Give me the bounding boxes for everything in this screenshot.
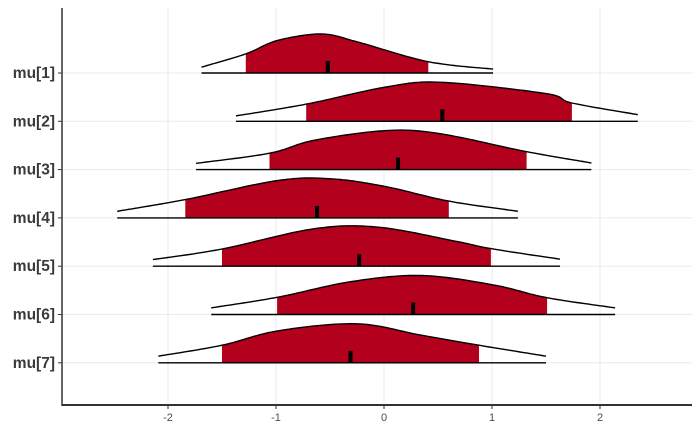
y-tick-label: mu[6] xyxy=(13,307,55,324)
median-marker xyxy=(315,205,320,218)
median-marker xyxy=(348,350,353,363)
y-tick-label: mu[4] xyxy=(13,210,55,227)
ridge-mu4 xyxy=(117,177,519,219)
y-tick-label: mu[7] xyxy=(13,355,55,372)
interval-area xyxy=(245,34,429,73)
y-tick-label: mu[1] xyxy=(13,65,55,82)
ridge-mu6 xyxy=(211,274,616,316)
interval-area xyxy=(269,130,527,170)
median-marker xyxy=(357,254,362,267)
interval-area xyxy=(185,178,449,218)
interval-area xyxy=(306,82,572,122)
x-tick-label: 2 xyxy=(597,412,603,424)
median-marker xyxy=(325,61,330,73)
density-curve xyxy=(117,177,519,212)
ridge-mu7 xyxy=(158,323,547,364)
interval-area xyxy=(222,225,491,267)
interval-area xyxy=(277,275,548,315)
ridge-mu5 xyxy=(152,225,561,267)
y-tick-label: mu[3] xyxy=(13,162,55,179)
x-tick-label: 1 xyxy=(489,412,495,424)
y-tick-label: mu[5] xyxy=(13,258,55,275)
density-curve xyxy=(195,129,592,165)
x-tick-label: -1 xyxy=(271,412,281,424)
interval-area xyxy=(222,323,479,363)
ridge-mu1 xyxy=(201,33,494,74)
density-curve xyxy=(152,225,561,261)
density-curve xyxy=(211,274,616,309)
density-curve xyxy=(201,33,494,70)
x-tick-label: 0 xyxy=(381,412,387,424)
median-marker xyxy=(411,302,416,315)
y-tick-label: mu[2] xyxy=(13,113,55,130)
density-curve xyxy=(158,323,547,357)
ridge-mu2 xyxy=(235,81,638,123)
x-axis: -2 -1 0 1 2 xyxy=(62,404,692,424)
ridge-mu3 xyxy=(195,129,592,171)
median-marker xyxy=(440,109,445,122)
x-tick-label: -2 xyxy=(163,412,173,424)
median-marker xyxy=(396,157,401,170)
y-axis: mu[1] mu[2] mu[3] mu[4] mu[5] mu[6] mu[7] xyxy=(13,8,63,406)
density-curve xyxy=(235,81,638,117)
ridges xyxy=(117,33,638,364)
